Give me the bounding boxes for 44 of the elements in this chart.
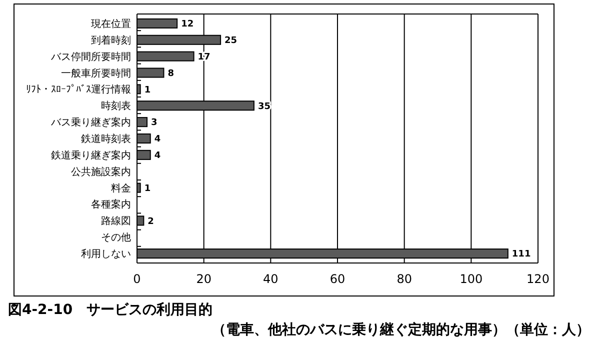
y-tick-label: 各種案内 bbox=[91, 198, 131, 211]
bar bbox=[136, 216, 144, 226]
x-tick-label: 100 bbox=[460, 272, 483, 286]
text: 図4-2-10 サービスの利用目的 bbox=[8, 302, 213, 318]
x-tick-label: 0 bbox=[133, 272, 141, 286]
bar bbox=[136, 18, 178, 28]
bar bbox=[136, 133, 151, 144]
data-label: 1 bbox=[144, 85, 151, 96]
data-label: 12 bbox=[181, 20, 194, 30]
data-label: 2 bbox=[148, 216, 154, 227]
y-tick-label: 時刻表 bbox=[101, 100, 131, 112]
y-tick-label: 料金 bbox=[111, 182, 131, 194]
data-label: 3 bbox=[151, 118, 158, 128]
bar bbox=[136, 68, 164, 78]
bar bbox=[136, 51, 194, 62]
data-label: 25 bbox=[224, 36, 238, 46]
x-tick-label: 120 bbox=[526, 272, 550, 286]
y-tick-label: 鉄道時刻表 bbox=[81, 133, 131, 145]
data-label: 35 bbox=[258, 102, 270, 112]
data-label: 4 bbox=[154, 151, 161, 162]
x-tick-label: 80 bbox=[396, 272, 412, 286]
x-tick-label: 20 bbox=[196, 272, 212, 286]
y-tick-label: 一般車所要時間 bbox=[61, 67, 131, 80]
x-tick-label: 60 bbox=[330, 272, 346, 286]
data-label: 111 bbox=[512, 250, 531, 260]
y-tick-label: 利用しない bbox=[81, 248, 131, 260]
y-tick-label: 路線図 bbox=[101, 215, 131, 228]
y-tick-label: 現在位置 bbox=[91, 18, 131, 30]
bar bbox=[136, 84, 141, 94]
y-tick-label: バス乗り継ぎ案内 bbox=[50, 116, 131, 129]
data-label: 1 bbox=[144, 184, 151, 194]
y-tick-label: その他 bbox=[101, 232, 131, 244]
data-label: 4 bbox=[154, 134, 161, 145]
y-tick-label: バス停間所要時間 bbox=[50, 50, 131, 63]
x-tick-label: 40 bbox=[263, 272, 278, 286]
bar bbox=[136, 182, 141, 193]
data-label: 8 bbox=[168, 68, 174, 79]
y-tick-label: 到着時刻 bbox=[91, 34, 131, 46]
y-tick-label: 公共施設案内 bbox=[71, 166, 131, 178]
text: （電車、他社のバスに乗り継ぐ定期的な用事）（単位：人） bbox=[212, 321, 590, 338]
y-tick-label: 鉄道乗り継ぎ案内 bbox=[51, 149, 131, 162]
bar bbox=[136, 150, 151, 160]
y-tick-label: ﾘﾌﾄ・ｽﾛｰﾌﾟﾊﾞｽ運行情報 bbox=[26, 84, 131, 96]
bar bbox=[136, 117, 148, 128]
